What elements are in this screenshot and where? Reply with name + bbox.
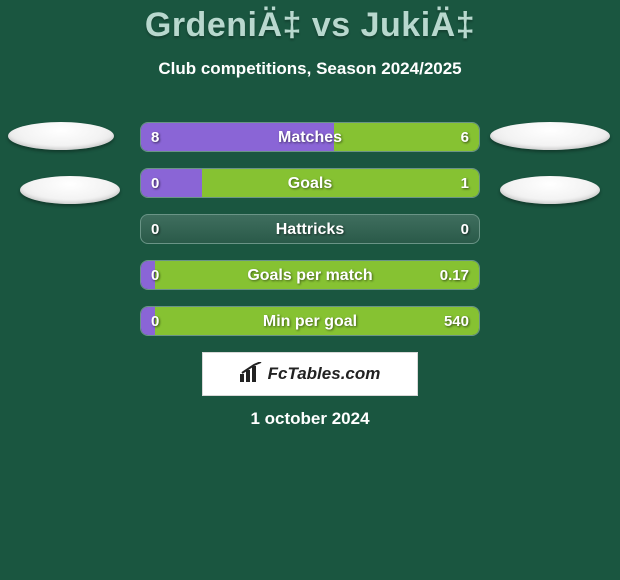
bar-right <box>155 261 479 289</box>
oval-top-right <box>490 122 610 150</box>
date-text: 1 october 2024 <box>0 409 620 429</box>
page-title: GrdeniÄ‡ vs JukiÄ‡ <box>0 0 620 45</box>
stat-row: 0540Min per goal <box>0 306 620 336</box>
stat-row: 00.17Goals per match <box>0 260 620 290</box>
bar-left <box>141 169 202 197</box>
bar-track: 0540Min per goal <box>140 306 480 336</box>
bar-right <box>334 123 479 151</box>
bar-track: 0 0Hattricks <box>140 214 480 244</box>
bar-track: 00.17Goals per match <box>140 260 480 290</box>
bar-left <box>141 307 155 335</box>
fctables-badge: FcTables.com <box>202 352 418 396</box>
value-left: 0 <box>151 215 159 244</box>
oval-top-left <box>8 122 114 150</box>
bar-track: 86Matches <box>140 122 480 152</box>
subtitle: Club competitions, Season 2024/2025 <box>0 59 620 79</box>
bar-left <box>141 123 334 151</box>
bar-left <box>141 261 155 289</box>
bar-track: 01Goals <box>140 168 480 198</box>
stat-row: 0 0Hattricks <box>0 214 620 244</box>
bar-right <box>202 169 479 197</box>
badge-text: FcTables.com <box>268 364 381 384</box>
stat-rows: 86Matches 01Goals 0 0Hattricks 00.17Goals pe… <box>0 122 620 352</box>
oval-mid-right <box>500 176 600 204</box>
bar-right <box>155 307 479 335</box>
oval-mid-left <box>20 176 120 204</box>
value-right: 0 <box>461 215 469 244</box>
comparison-card: GrdeniÄ‡ vs JukiÄ‡ Club competitions, Se… <box>0 0 620 580</box>
bar-chart-icon <box>240 362 262 387</box>
bar-label: Hattricks <box>141 215 479 244</box>
